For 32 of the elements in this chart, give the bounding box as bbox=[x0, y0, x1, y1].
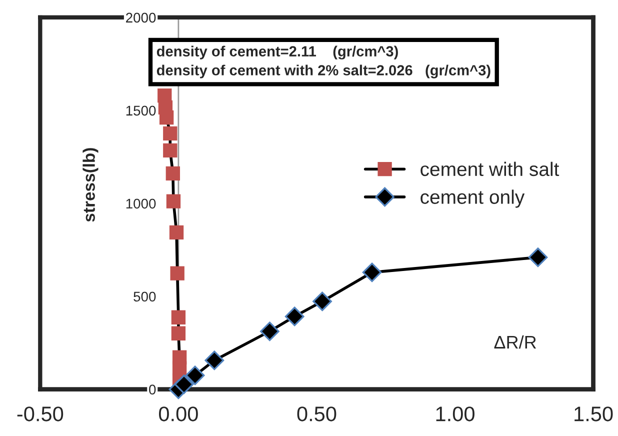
x-tick-label: 0.00 bbox=[158, 406, 198, 422]
point bbox=[260, 322, 280, 342]
point bbox=[204, 350, 224, 370]
point bbox=[185, 366, 205, 386]
point bbox=[528, 248, 548, 267]
x-tick-label: -0.50 bbox=[17, 406, 64, 422]
legend-label: cement only bbox=[420, 190, 525, 208]
x-axis-title: ΔR/R bbox=[494, 335, 536, 349]
point bbox=[163, 126, 178, 141]
point bbox=[166, 194, 181, 208]
x-tick-label: 1.50 bbox=[574, 406, 613, 422]
point bbox=[174, 374, 194, 394]
annotation: density of cement=2.11 (gr/cm^3) density of cement with 2% salt=2.026 (gr/cm^3) bbox=[156, 46, 490, 78]
point bbox=[166, 166, 180, 181]
x-tick-label: 0.50 bbox=[297, 406, 336, 422]
point bbox=[312, 292, 332, 312]
point bbox=[284, 306, 304, 326]
point bbox=[362, 262, 382, 282]
y-tick-label: 2000 bbox=[126, 12, 156, 23]
y-tick-label: 500 bbox=[134, 292, 156, 302]
x-tick-label: 1.00 bbox=[436, 406, 474, 422]
point bbox=[170, 266, 184, 280]
point bbox=[163, 143, 178, 158]
point bbox=[171, 310, 186, 324]
point bbox=[169, 225, 184, 240]
point bbox=[159, 110, 174, 125]
y-axis-title: stress(lb) bbox=[82, 148, 98, 222]
y-tick-label: 1000 bbox=[126, 198, 156, 209]
y-tick-label: 1500 bbox=[126, 106, 156, 116]
y-tick-label: 0 bbox=[149, 384, 156, 395]
legend-label: cement with salt bbox=[420, 162, 560, 176]
point bbox=[171, 326, 186, 340]
